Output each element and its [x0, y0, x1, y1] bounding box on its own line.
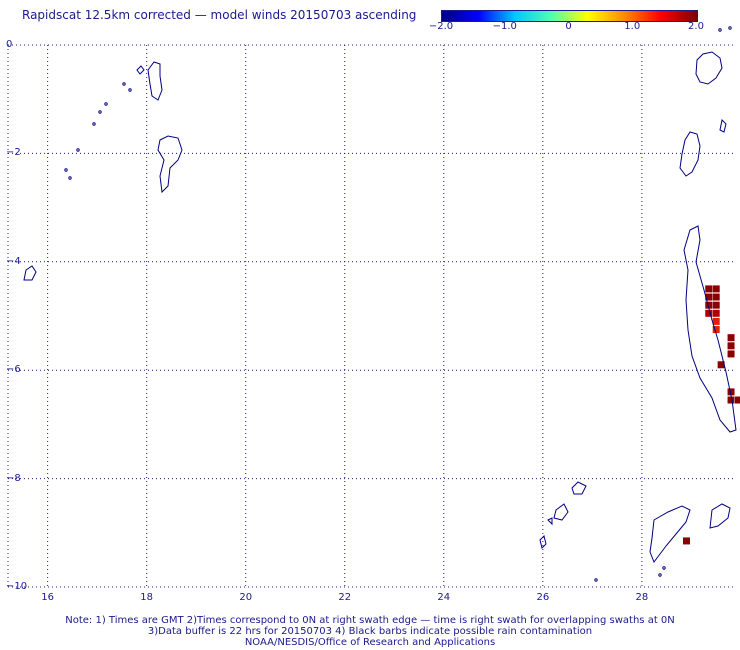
- latitude-label: 0: [6, 39, 13, 50]
- coastline: [571, 481, 587, 495]
- coastline: [547, 517, 553, 526]
- wind-diff-cell: [712, 309, 720, 317]
- island-outline: [92, 122, 96, 126]
- note-line-3: NOAA/NESDIS/Office of Research and Appli…: [244, 637, 496, 648]
- colorbar: [441, 10, 698, 22]
- island-outline: [122, 82, 126, 86]
- wind-diff-cell: [717, 361, 725, 369]
- longitude-label: 18: [140, 592, 154, 603]
- island-outline: [104, 102, 108, 106]
- coastline: [709, 503, 731, 529]
- longitude-label: 16: [41, 592, 54, 603]
- note-line-2: 3)Data buffer is 22 hrs for 20150703 4) …: [147, 626, 593, 637]
- wind-diff-cell: [682, 537, 690, 545]
- wind-diff-cell: [705, 309, 713, 317]
- latitude-label: −4: [6, 255, 21, 267]
- wind-diff-cell: [712, 285, 720, 293]
- colorbar-tick-label: −1.0: [492, 21, 517, 32]
- wind-diff-cell: [705, 301, 713, 309]
- coastline: [679, 131, 701, 177]
- coastline: [649, 505, 691, 564]
- island-outline: [76, 148, 80, 152]
- coastline: [157, 135, 183, 194]
- longitude-label: 28: [635, 592, 649, 603]
- latitude-label: −10: [6, 581, 28, 592]
- wind-diff-cell: [712, 301, 720, 309]
- wind-diff-cell: [727, 350, 735, 358]
- island-outline: [658, 573, 662, 577]
- wind-diff-cell: [705, 285, 713, 293]
- wind-diff-cell: [734, 396, 740, 404]
- coastline: [136, 65, 145, 75]
- wind-diff-cell: [712, 293, 720, 301]
- notes: Note: 1) Times are GMT 2)Times correspon…: [0, 615, 740, 648]
- map-title: Rapidscat 12.5km corrected — model winds…: [22, 8, 417, 22]
- latitude-label: −6: [6, 364, 21, 376]
- island-outline: [64, 168, 68, 172]
- wind-diff-cell: [727, 396, 735, 404]
- wind-diff-cell: [727, 342, 735, 350]
- longitude-label: 24: [437, 592, 451, 603]
- colorbar-tick-label: 2.0: [688, 21, 704, 32]
- latitude-label: −8: [6, 472, 21, 484]
- colorbar-tick-label: −2.0: [428, 21, 454, 32]
- island-outline: [728, 26, 732, 30]
- wind-diff-cell: [712, 317, 720, 325]
- island-outline: [662, 566, 666, 570]
- colorbar-tick-label: 1.0: [624, 21, 641, 32]
- wind-diff-cell: [705, 293, 713, 301]
- wind-diff-cell: [712, 326, 720, 334]
- island-outline: [98, 110, 102, 114]
- coastline: [695, 51, 723, 85]
- island-outline: [128, 88, 132, 92]
- latitude-label: −2: [6, 147, 21, 159]
- wind-diff-cell: [727, 334, 735, 342]
- colorbar-tick-label: 0: [565, 21, 572, 32]
- island-outline: [594, 578, 598, 582]
- coastline: [23, 265, 37, 281]
- longitude-label: 20: [239, 592, 253, 603]
- wind-diff-cell: [727, 388, 735, 396]
- coastline: [147, 61, 163, 101]
- coastline: [683, 225, 737, 433]
- note-line-1: Note: 1) Times are GMT 2)Times correspon…: [65, 615, 675, 626]
- longitude-label: 26: [536, 592, 550, 603]
- coastline: [719, 118, 727, 133]
- coastline: [539, 535, 547, 549]
- longitude-label: 22: [338, 592, 352, 603]
- island-outline: [718, 28, 722, 32]
- coastline: [553, 503, 569, 521]
- island-outline: [68, 176, 72, 180]
